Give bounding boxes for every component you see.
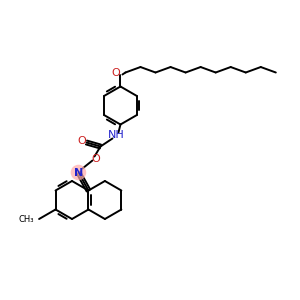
Text: O: O [77, 136, 86, 146]
Text: N: N [74, 167, 83, 178]
Text: O: O [111, 68, 120, 77]
Text: CH₃: CH₃ [19, 214, 34, 224]
Text: NH: NH [108, 130, 125, 140]
Text: O: O [91, 154, 100, 164]
